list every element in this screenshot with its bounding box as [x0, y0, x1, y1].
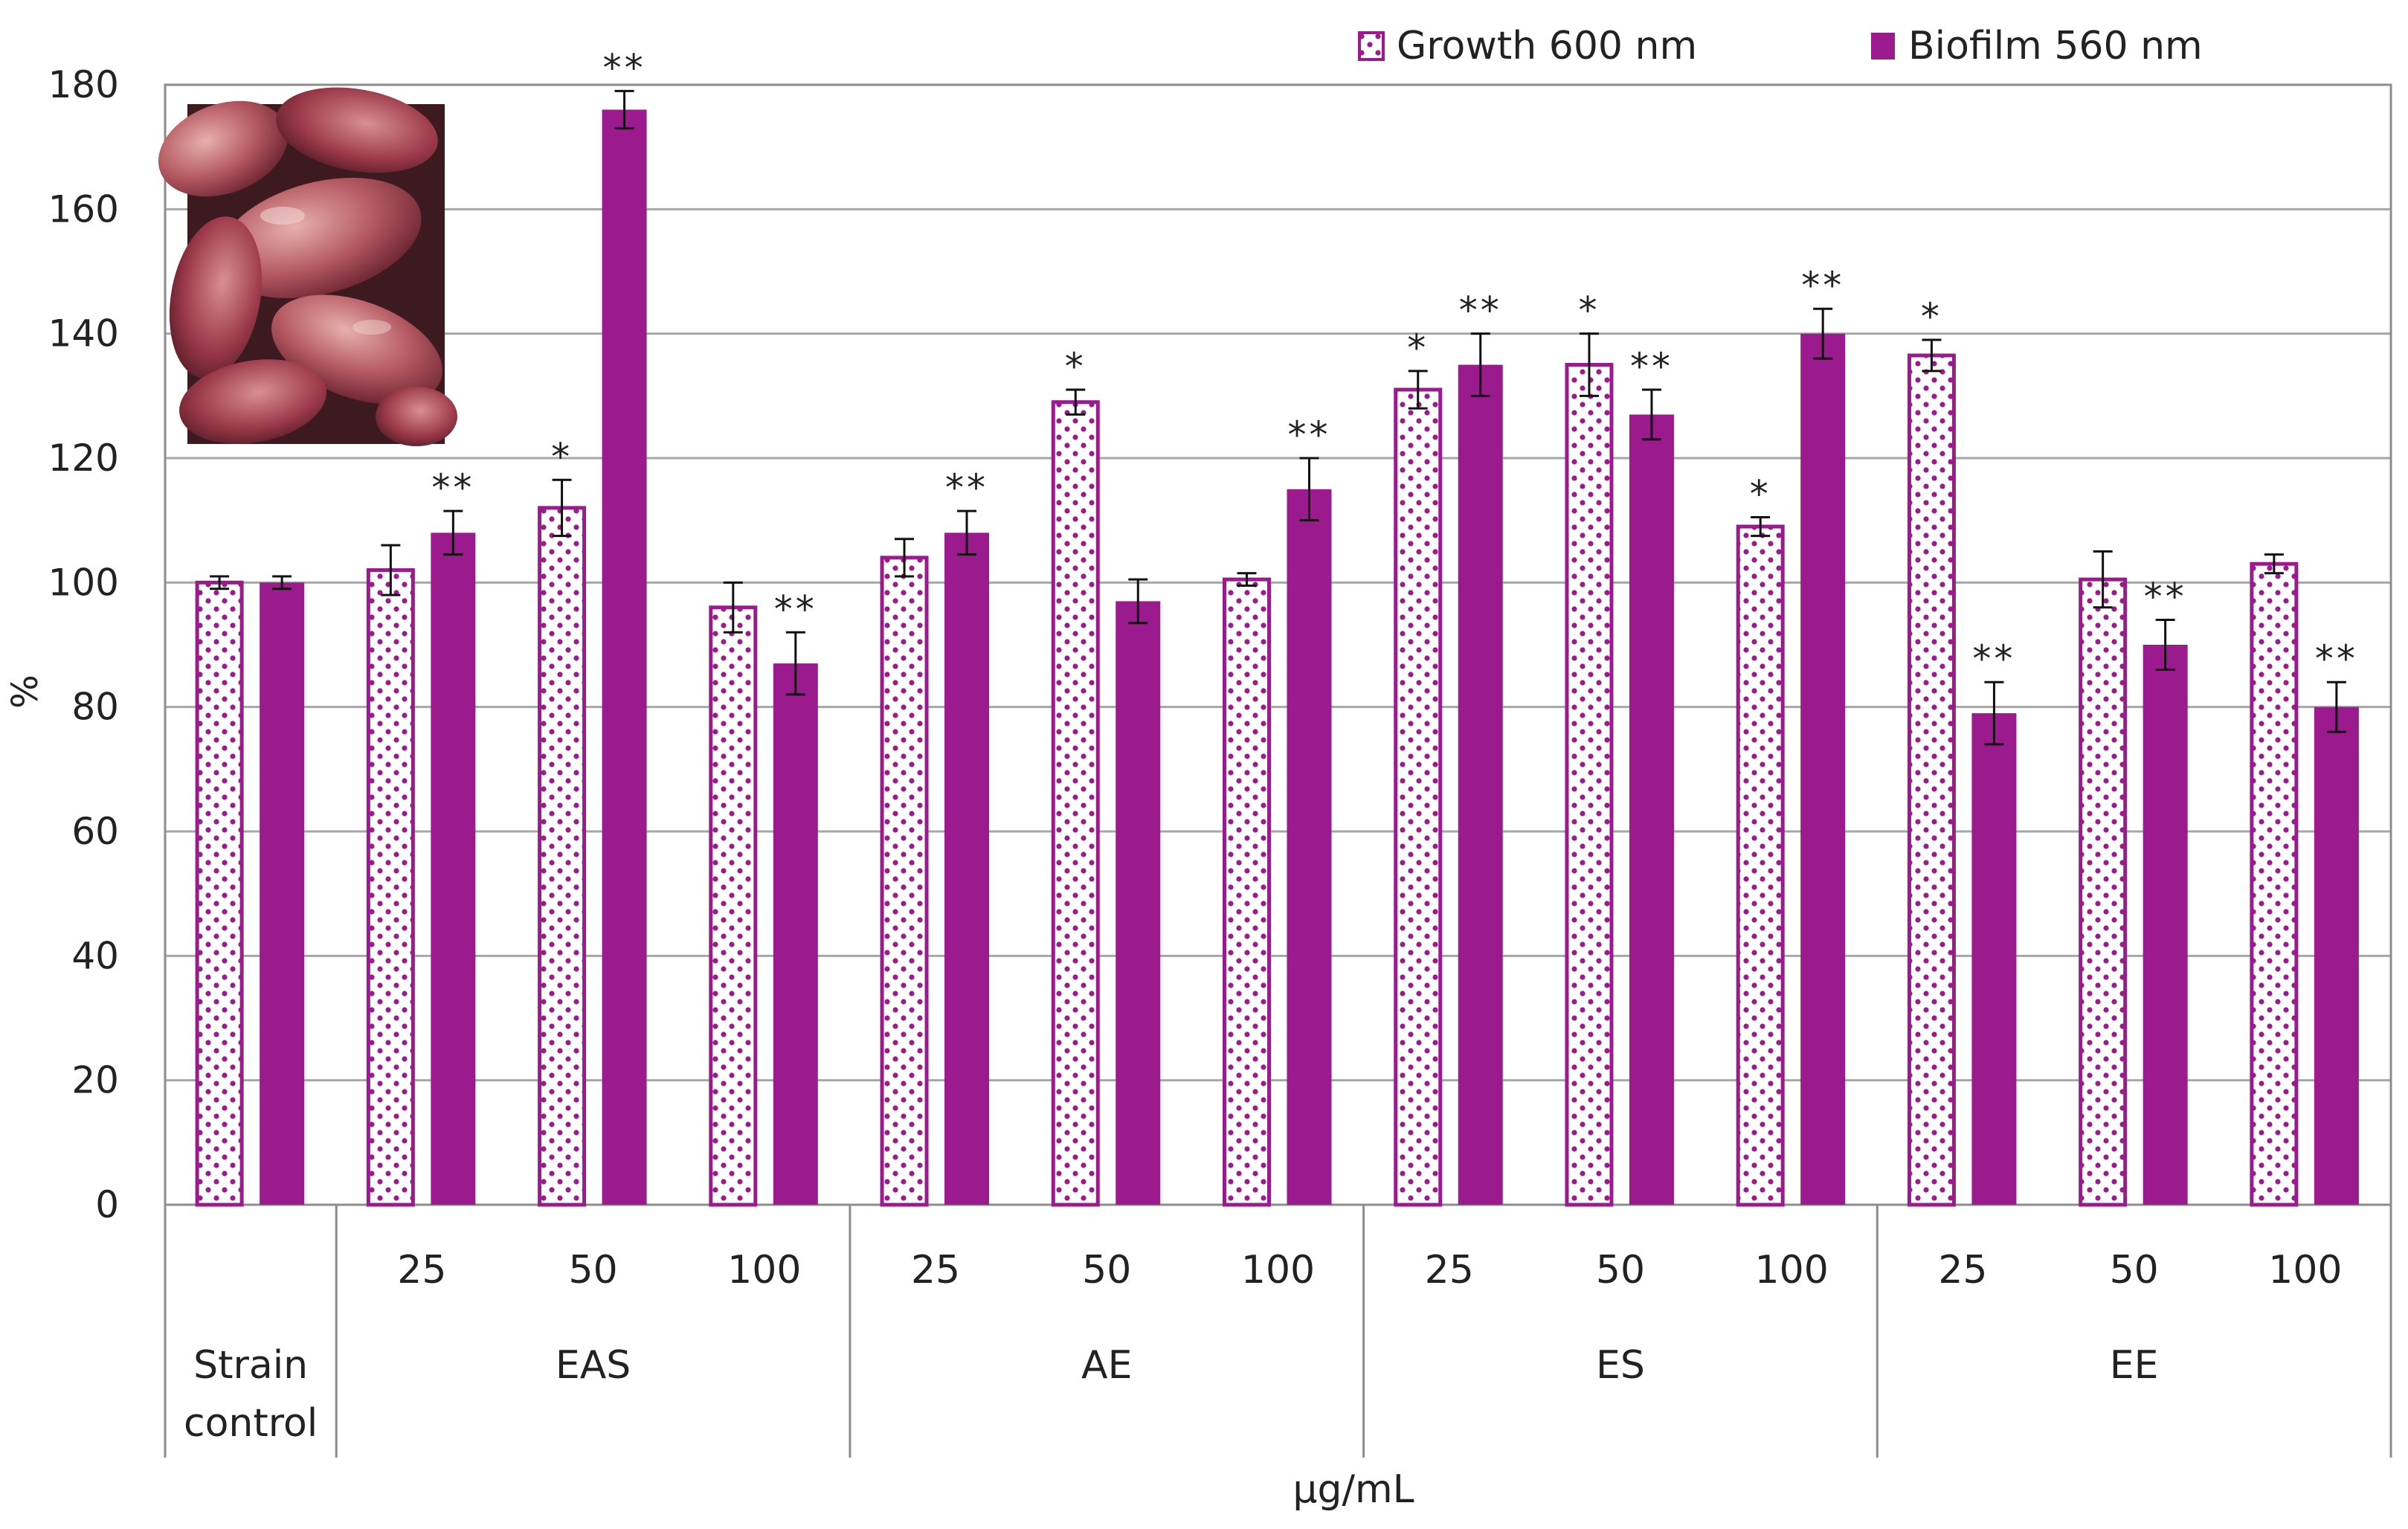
biofilm-bar — [1971, 713, 2017, 1205]
significance-mark: ** — [945, 466, 988, 509]
biofilm-bar — [2143, 645, 2188, 1205]
gridlines — [164, 83, 2392, 1206]
biofilm-bar — [944, 532, 990, 1205]
biofilm-bar — [1800, 333, 1846, 1206]
x-tick-label: 25 — [1425, 1248, 1474, 1293]
biofilm-bar — [2314, 706, 2359, 1205]
legend-label-biofilm: Biofilm 560 nm — [1908, 24, 2203, 68]
significance-mark: ** — [774, 588, 817, 631]
y-tick-label: 140 — [48, 312, 119, 355]
significance-annotations: ** ************************** — [431, 46, 2358, 680]
significance-mark: * — [1407, 326, 1429, 370]
x-group-label: Strain — [193, 1343, 308, 1388]
y-tick-label: 80 — [71, 686, 119, 729]
bars-layer — [195, 109, 2359, 1207]
significance-mark: * — [1750, 472, 1771, 515]
y-tick-label: 180 — [48, 63, 119, 106]
y-tick-label: 20 — [71, 1059, 119, 1102]
growth-bar — [1565, 363, 1614, 1207]
growth-bar — [2250, 561, 2299, 1207]
legend: Growth 600 nm Biofilm 560 nm — [1358, 24, 2203, 68]
legend-label-growth: Growth 600 nm — [1397, 24, 1697, 68]
significance-mark: * — [1065, 345, 1087, 388]
biofilm-bar — [431, 532, 476, 1205]
plot-frame — [164, 83, 2392, 1206]
x-tick-label: 50 — [2110, 1248, 2159, 1293]
growth-bar — [538, 506, 587, 1207]
x-tick-label: 25 — [397, 1248, 446, 1293]
growth-bar — [366, 568, 415, 1207]
y-tick-label: 120 — [48, 437, 119, 480]
y-tick-label: 160 — [48, 187, 119, 231]
significance-mark: * — [1578, 289, 1600, 332]
x-tick-label: 100 — [1755, 1248, 1829, 1293]
growth-bar — [1051, 400, 1100, 1207]
biofilm-bar — [1287, 489, 1332, 1205]
growth-bar — [1907, 353, 1956, 1207]
x-group-label: ES — [1596, 1343, 1645, 1388]
biofilm-bar — [773, 663, 818, 1205]
significance-mark: ** — [2144, 576, 2187, 619]
x-tick-label: 100 — [1241, 1248, 1315, 1293]
growth-bar — [2079, 577, 2128, 1207]
y-tick-label: 60 — [71, 810, 119, 853]
legend-swatch-biofilm — [1871, 33, 1895, 59]
x-tick-label: 50 — [568, 1248, 617, 1293]
growth-bar — [1394, 387, 1443, 1207]
x-tick-label: 100 — [2268, 1248, 2342, 1293]
significance-mark: * — [551, 435, 573, 478]
biofilm-bar — [260, 582, 305, 1205]
significance-mark: ** — [1288, 413, 1331, 457]
biofilm-bar — [1629, 414, 1674, 1205]
x-group-label: control — [184, 1401, 318, 1446]
biofilm-bar — [1116, 601, 1161, 1205]
x-tick-label: 50 — [1596, 1248, 1645, 1293]
significance-mark: ** — [1459, 289, 1502, 332]
x-axis-label: µg/mL — [1292, 1467, 1414, 1512]
biofilm-bar — [1458, 364, 1503, 1205]
significance-mark: ** — [1801, 264, 1844, 307]
biofilm-bar — [602, 109, 647, 1205]
x-group-label: AE — [1081, 1343, 1132, 1388]
significance-mark: ** — [1630, 345, 1673, 388]
x-group-label: EE — [2110, 1343, 2159, 1388]
growth-bar — [195, 580, 244, 1207]
x-group-label: EAS — [556, 1343, 631, 1388]
x-axis: Strain control 25 50 100 EAS 25 50 100 AE 25 50 100 E… — [164, 1205, 2392, 1458]
growth-bar — [1736, 524, 1785, 1207]
significance-mark: ** — [2315, 637, 2358, 680]
growth-bar — [1223, 577, 1271, 1207]
y-tick-label: 100 — [48, 561, 119, 604]
x-tick-label: 25 — [1938, 1248, 1987, 1293]
legend-swatch-growth — [1358, 31, 1385, 61]
y-axis-label: % — [4, 675, 46, 709]
y-tick-label: 0 — [95, 1183, 119, 1226]
growth-bar — [880, 556, 929, 1207]
growth-bar — [709, 605, 758, 1207]
x-tick-label: 25 — [911, 1248, 960, 1293]
x-tick-label: 50 — [1082, 1248, 1131, 1293]
significance-mark: ** — [1972, 637, 2015, 680]
significance-mark: ** — [603, 46, 646, 89]
red-tubers-photo — [158, 87, 457, 446]
x-tick-label: 100 — [727, 1248, 801, 1293]
y-tick-label: 40 — [71, 934, 119, 977]
y-axis: 0 20 40 60 80 100 120 140 160 180 — [48, 63, 119, 1226]
significance-mark: * — [1921, 295, 1942, 338]
error-bars-layer — [210, 89, 2346, 746]
significance-mark: ** — [431, 466, 474, 509]
